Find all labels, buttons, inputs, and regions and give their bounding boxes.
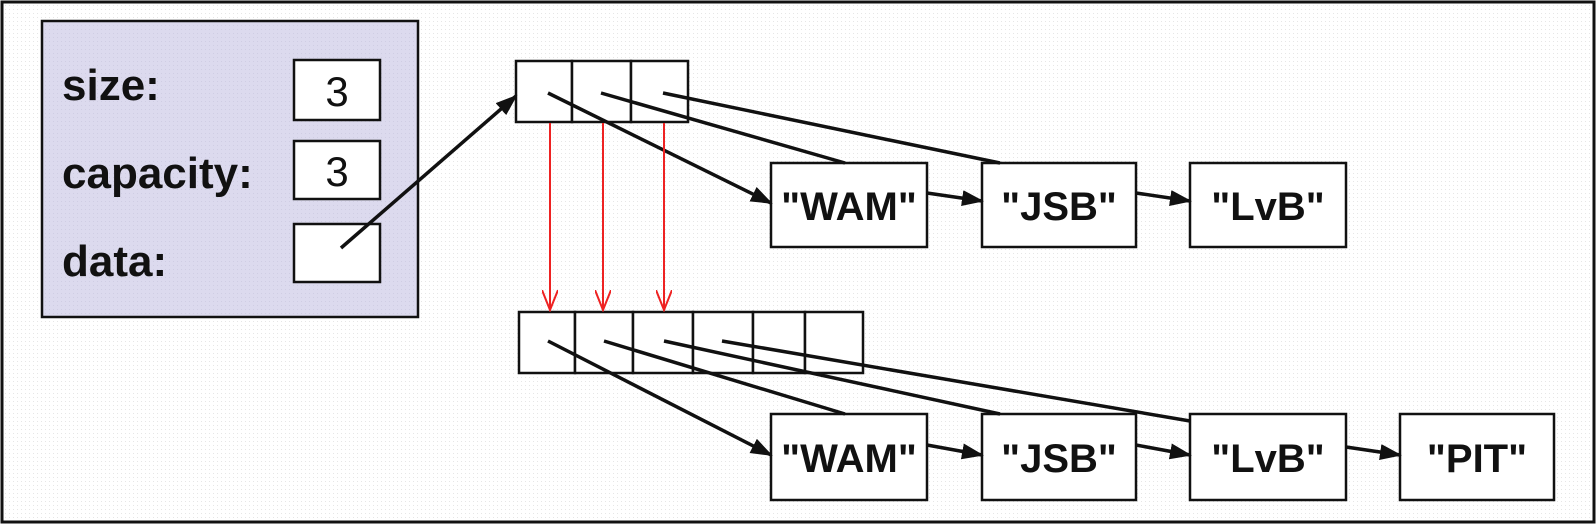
size-value-box [292, 58, 382, 122]
new-slot-0-pointer [547, 339, 773, 457]
capacity-label: capacity: [62, 149, 253, 198]
old-chain-arrow-2 [1135, 190, 1192, 206]
old-node-2-box [980, 161, 1138, 249]
size-label: size: [62, 61, 160, 110]
data-pointer-arrow [339, 94, 518, 250]
new-node-1: "WAM" [769, 412, 929, 502]
new-slot-3-pointer [721, 339, 1191, 423]
capacity-value-box [292, 139, 382, 201]
new-node-4: "PIT" [1398, 412, 1556, 502]
size-value: 3 [325, 68, 348, 115]
old-chain-arrow-1 [926, 190, 984, 207]
old-array-cell-2 [629, 59, 690, 124]
old-slot-0-pointer [547, 91, 773, 205]
data-pointer-box [292, 222, 382, 284]
new-node-2-label: "JSB" [1001, 437, 1117, 481]
new-node-3: "LvB" [1188, 412, 1348, 502]
old-node-3-label: "LvB" [1211, 185, 1325, 229]
old-node-2-label: "JSB" [1001, 185, 1117, 229]
old-node-3-box [1188, 161, 1348, 249]
old-array-cell-0 [514, 59, 574, 124]
new-node-4-label: "PIT" [1427, 437, 1527, 481]
new-array-cell-2 [631, 310, 695, 375]
old-node-1: "WAM" [769, 161, 929, 249]
struct-panel: size: 3 capacity: 3 data: [40, 19, 420, 319]
capacity-value: 3 [325, 148, 348, 195]
new-array-cell-4 [751, 310, 807, 375]
new-chain-arrow-2 [1135, 443, 1192, 460]
new-chain-arrow-1 [926, 443, 984, 460]
old-node-2: "JSB" [980, 161, 1138, 249]
new-array-cell-1 [573, 310, 635, 375]
old-slot-2-pointer [662, 91, 1001, 165]
new-chain-arrow-3 [1345, 444, 1402, 460]
new-slot-1-pointer [603, 339, 846, 416]
old-slot-1-pointer [600, 91, 846, 165]
old-node-1-label: "WAM" [781, 185, 917, 229]
new-node-1-box [769, 412, 929, 502]
new-array [517, 310, 865, 375]
old-node-3: "LvB" [1188, 161, 1348, 249]
new-node-1-label: "WAM" [781, 437, 917, 481]
new-array-cell-0 [517, 310, 577, 375]
new-slot-2-pointer [663, 339, 1001, 416]
old-node-1-box [769, 161, 929, 249]
new-node-3-label: "LvB" [1211, 437, 1325, 481]
new-node-2: "JSB" [980, 412, 1138, 502]
data-label: data: [62, 237, 167, 286]
